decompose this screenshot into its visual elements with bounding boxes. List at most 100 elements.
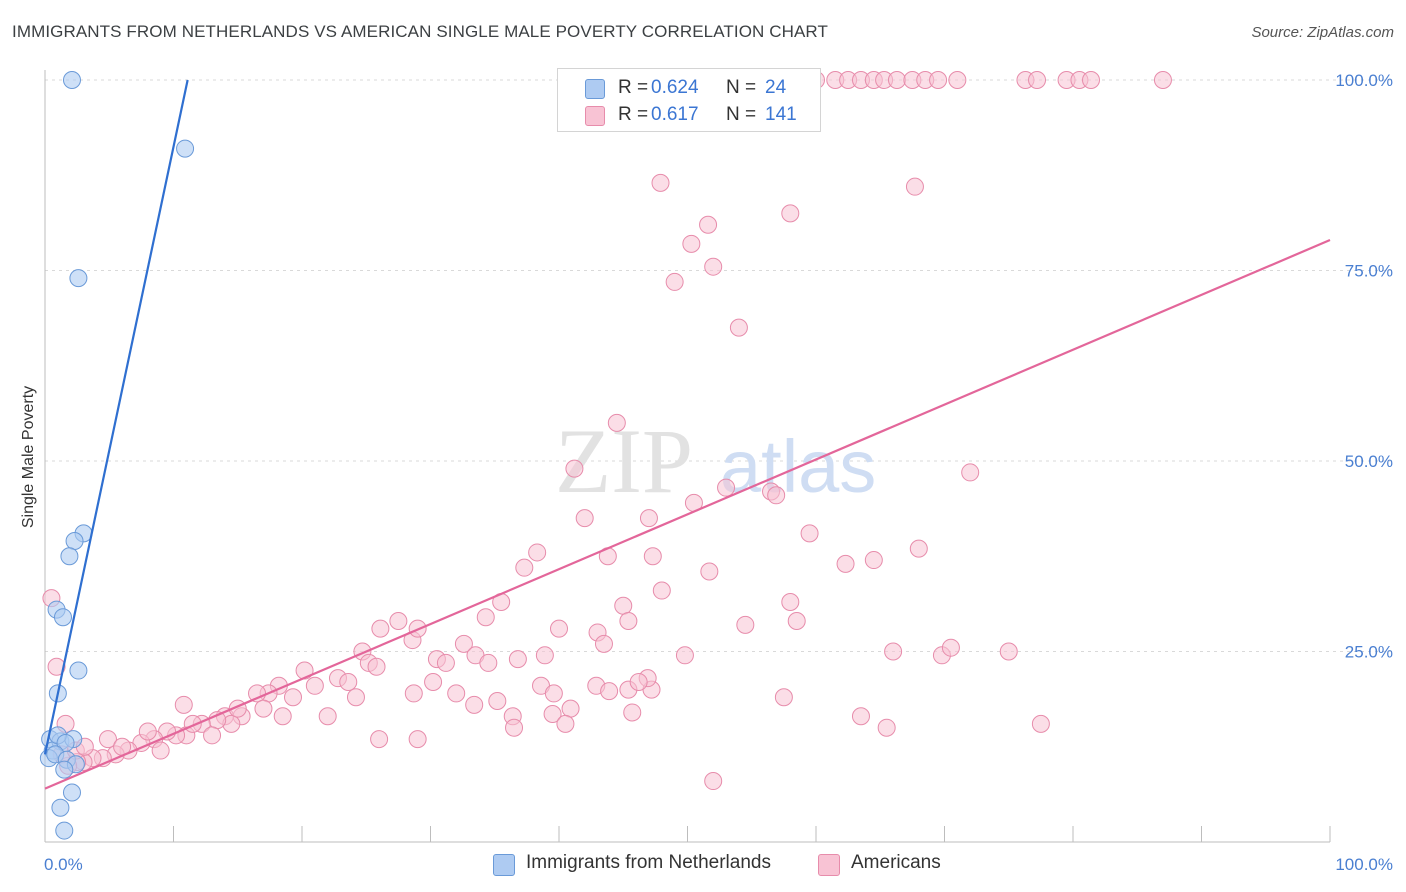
americans-point [887,71,906,89]
americans-point [544,684,563,703]
americans-point [346,688,365,707]
source-label: Source: ZipAtlas.com [1251,24,1394,41]
y-tick-label: 100.0% [1335,71,1393,90]
americans-point [151,741,170,760]
americans-point [594,634,613,653]
americans-point [98,730,117,749]
americans-point [284,688,303,707]
americans-point [508,650,527,669]
series-legend-label: Immigrants from Netherlands [526,852,771,873]
trend-lines [43,79,1331,790]
americans-point [254,699,273,718]
americans-point [629,672,648,691]
legend-row-americans: R = 0.617 N = 141 [558,102,820,128]
legend-r-label: R = [618,104,649,125]
americans-point [929,71,948,89]
americans-point [639,509,658,528]
americans-point [543,704,562,723]
americans-point [717,478,736,497]
americans-point [408,730,427,749]
americans-point [704,257,723,276]
netherlands-points [39,71,195,840]
americans-point [652,581,671,600]
legend-row-netherlands: R = 0.624 N = 24 [558,75,820,101]
netherlands-point [69,269,88,288]
americans-point [675,646,694,665]
americans-point [505,718,524,737]
americans-point [479,653,498,672]
americans-point [736,615,755,634]
netherlands-point [69,661,88,680]
americans-point [1081,71,1100,89]
americans-point [447,684,466,703]
americans-point [295,661,314,680]
americans-point [607,413,626,432]
americans-point [575,509,594,528]
series-swatch-blue [493,854,515,876]
americans-point [476,608,495,627]
americans-trend-line [44,239,1331,790]
americans-point [47,657,66,676]
americans-point [619,612,638,631]
y-tick-label: 50.0% [1345,452,1393,471]
netherlands-trend-line [43,79,189,755]
netherlands-point [62,71,81,89]
legend-swatch-pink [585,106,605,126]
americans-point [1153,71,1172,89]
legend-n-value: 141 [765,104,797,125]
americans-point [884,642,903,661]
y-tick-label: 25.0% [1345,643,1393,662]
americans-point [941,638,960,657]
americans-point [454,634,473,653]
americans-point [174,695,193,714]
americans-point [535,646,554,665]
americans-point [138,722,157,741]
americans-point [700,562,719,581]
americans-point [367,657,386,676]
legend-swatch-blue [585,79,605,99]
americans-point [339,672,358,691]
tick-labels: 25.0% 50.0% 75.0% 100.0% 0.0% 100.0% [44,71,1393,874]
series-legend-label: Americans [851,852,941,873]
americans-point [851,707,870,726]
y-axis-label: Single Male Poverty [20,386,37,528]
americans-point [561,699,580,718]
americans-point [836,554,855,573]
americans-point [1031,714,1050,733]
americans-point [665,272,684,291]
netherlands-point [176,139,195,158]
americans-point [528,543,547,562]
americans-point [800,524,819,543]
series-swatch-pink [818,854,840,876]
x-tick-label: 0.0% [44,855,83,874]
americans-point [305,676,324,695]
americans-point [909,539,928,558]
netherlands-point [55,760,74,779]
legend-r-value: 0.624 [651,77,699,98]
americans-point [389,612,408,631]
y-tick-label: 75.0% [1345,262,1393,281]
legend-r-label: R = [618,77,649,98]
legend-r-value: 0.617 [651,104,699,125]
americans-point [651,173,670,192]
netherlands-point [51,798,70,817]
americans-point [682,234,701,253]
americans-point [515,558,534,577]
americans-point [999,642,1018,661]
americans-point [424,672,443,691]
americans-point [273,707,292,726]
americans-points [42,71,1172,791]
stats-legend: R = 0.624 N = 24 R = 0.617 N = 141 [557,68,821,132]
americans-point [404,684,423,703]
americans-point [905,177,924,196]
netherlands-point [60,547,79,566]
americans-point [643,547,662,566]
americans-point [488,692,507,711]
americans-point [436,653,455,672]
netherlands-point [53,608,72,627]
americans-point [371,619,390,638]
americans-point [565,459,584,478]
americans-point [370,730,389,749]
americans-point [1028,71,1047,89]
gridlines [45,79,1392,652]
